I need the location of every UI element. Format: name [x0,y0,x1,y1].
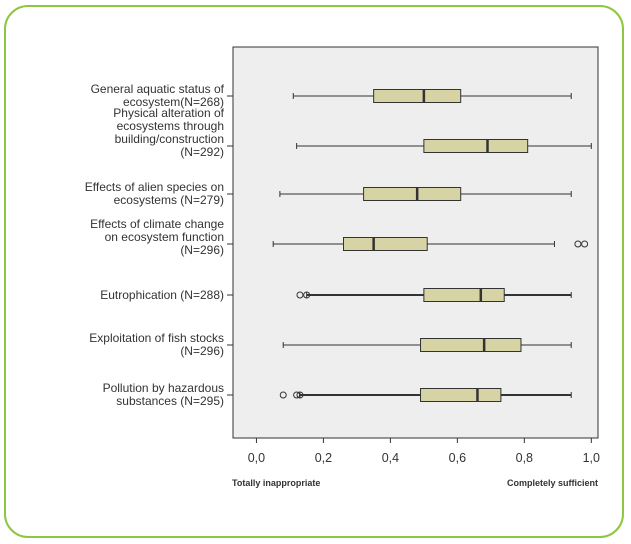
iqr-box [373,89,462,103]
outlier-point [303,291,311,299]
category-label-line: ecosystems through [117,119,224,133]
category-label-line: (N=292) [180,145,224,159]
iqr-box [343,237,428,251]
iqr-box [420,338,522,352]
category-label-line: (N=296) [180,243,224,257]
x-tick-label: 0,6 [449,451,466,465]
category-label-line: Pollution by hazardous [103,381,224,395]
iqr-box [423,139,529,153]
outlier-point [581,240,589,248]
outlier-point [279,391,287,399]
category-label-line: ecosystem(N=268) [123,95,224,109]
category-label-line: on ecosystem function [105,230,224,244]
category-label-line: Eutrophication (N=288) [100,288,224,302]
x-tick-label: 0,0 [248,451,265,465]
category-label-line: Physical alteration of [113,106,224,120]
x-tick-label: 0,2 [315,451,332,465]
x-right-end-label: Completely sufficient [507,478,598,488]
x-left-end-label: Totally inappropriate [232,478,320,488]
category-label-line: building/construction [115,132,224,146]
iqr-box [420,388,502,402]
outlier-point [574,240,582,248]
iqr-box [423,288,505,302]
category-label-line: ecosystems (N=279) [114,193,224,207]
category-label-line: Exploitation of fish stocks [89,331,224,345]
iqr-box [363,187,462,201]
outlier-point [296,391,304,399]
category-label-line: (N=296) [180,344,224,358]
category-label-line: Effects of climate change [90,217,224,231]
x-tick-label: 0,4 [382,451,399,465]
x-axis: 0,0 0,2 0,4 0,6 0,8 1,0 [248,438,600,465]
x-tick-label: 0,8 [516,451,533,465]
outlier-point [296,291,304,299]
category-label-line: General aquatic status of [91,82,225,96]
category-label-line: substances (N=295) [116,394,224,408]
category-labels: General aquatic status ofecosystem(N=268… [85,82,233,408]
x-tick-label: 1,0 [583,451,600,465]
outlier-point [293,391,301,399]
category-label-line: Effects of alien species on [85,180,224,194]
box-series [272,89,592,402]
